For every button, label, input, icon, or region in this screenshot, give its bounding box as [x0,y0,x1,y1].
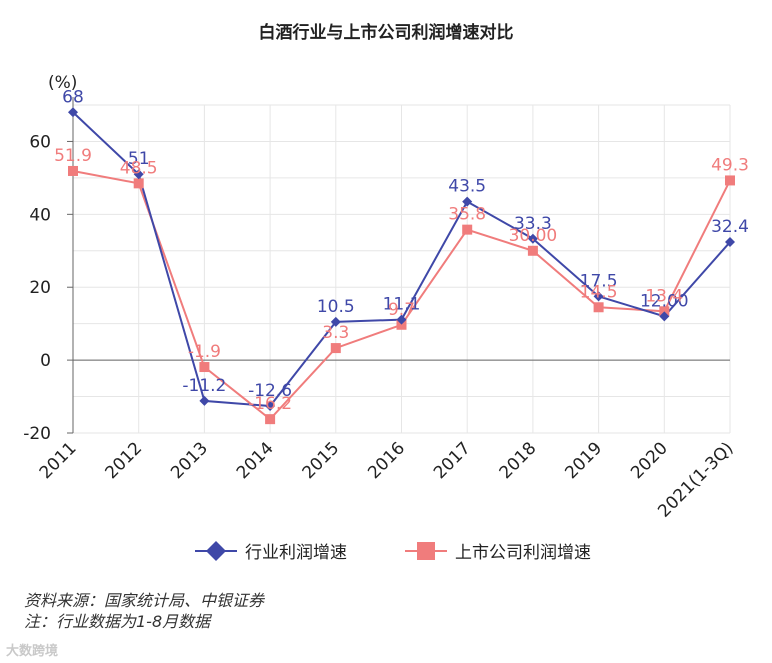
markers [68,107,735,425]
data-label-listed: 9.7 [388,300,415,320]
x-tick-label: 2014 [233,438,278,483]
data-point-listed [133,178,144,189]
data-label-listed: 51.9 [54,146,92,166]
y-tick-label: 0 [40,351,51,371]
data-label-industry: -11.2 [182,376,226,396]
watermark: 大数跨境 [6,644,59,659]
data-point-industry [396,314,407,325]
data-label-listed: 35.8 [448,205,486,225]
data-point-listed [725,175,735,186]
data-label-industry: 68 [62,87,84,107]
data-label-listed: 13.4 [645,286,683,306]
data-point-industry [199,395,210,406]
data-label-listed: 14.5 [580,282,618,302]
data-point-industry [725,237,735,248]
x-tick-label: 2019 [561,438,606,483]
legend-item-industry: 行业利润增速 [195,538,347,563]
data-label-listed: 30.00 [509,226,558,246]
data-label-listed: -1.9 [188,342,221,362]
data-point-listed [593,302,604,313]
x-tick-label: 2011 [36,438,81,483]
y-tick-label: -20 [23,424,51,444]
data-label-listed: 49.3 [711,155,749,175]
legend-item-listed: 上市公司利润增速 [405,538,591,563]
data-label-industry: 51 [128,149,150,169]
data-label-industry: 11.1 [383,295,421,315]
data-label-industry: 43.5 [448,177,486,197]
data-label-listed: 48.5 [120,158,158,178]
data-point-industry [527,233,538,244]
legend: 行业利润增速 上市公司利润增速 [195,538,591,563]
data-point-industry [659,311,670,322]
data-point-listed [265,414,276,425]
grid [72,104,731,434]
y-tick-label: 60 [29,132,51,152]
data-point-listed [330,343,341,354]
source-note: 资料来源：国家统计局、中银证券 [24,591,265,610]
axes [67,97,730,434]
data-point-listed [462,224,473,235]
x-tick-label: 2016 [364,438,409,483]
data-point-industry [593,291,604,302]
y-axis-unit: (%) [48,73,77,93]
tick-labels: -20 0 20 40 60 (%) 2011 2012 2013 2014 2015 2016 201… [23,73,737,522]
x-tick-label: 2013 [167,438,212,483]
data-point-listed [396,319,407,330]
data-point-listed [68,165,78,176]
data-point-listed [527,245,538,256]
data-label-listed: 3.3 [322,323,349,343]
x-tick-label: 2018 [496,438,541,483]
data-point-industry [68,107,78,118]
data-label-industry: 17.5 [580,271,618,291]
data-label-industry: 10.5 [317,297,355,317]
y-tick-label: 40 [29,205,51,225]
data-label-industry: 33.3 [514,214,552,234]
data-label-industry: 32.4 [711,217,749,237]
data-label-industry: -12.6 [248,381,292,401]
y-tick-label: 20 [29,278,51,298]
data-point-industry [462,196,473,207]
x-tick-label: 2017 [430,438,475,483]
legend-label-industry: 行业利润增速 [245,543,347,563]
x-tick-label: 2012 [101,438,146,483]
data-label-industry: 12.00 [640,291,689,311]
square-marker-icon [405,541,447,560]
data-label-listed: -16.2 [248,394,292,414]
data-labels: 68 51 -11.2 -12.6 10.5 11.1 43.5 33.3 17.5 12.00 3… [54,87,749,414]
footnotes: 资料来源：国家统计局、中银证券 注：行业数据为1-8月数据 [24,590,264,632]
x-tick-label: 2020 [627,438,672,483]
data-point-industry [133,169,144,180]
x-tick-label: 2015 [299,438,344,483]
data-point-listed [659,306,670,317]
legend-label-listed: 上市公司利润增速 [455,543,591,563]
data-point-listed [199,362,210,373]
data-point-industry [265,401,276,412]
data-point-industry [330,316,341,327]
diamond-marker-icon [195,540,237,561]
chart-title: 白酒行业与上市公司利润增速对比 [258,23,514,43]
data-note: 注：行业数据为1-8月数据 [24,612,211,631]
